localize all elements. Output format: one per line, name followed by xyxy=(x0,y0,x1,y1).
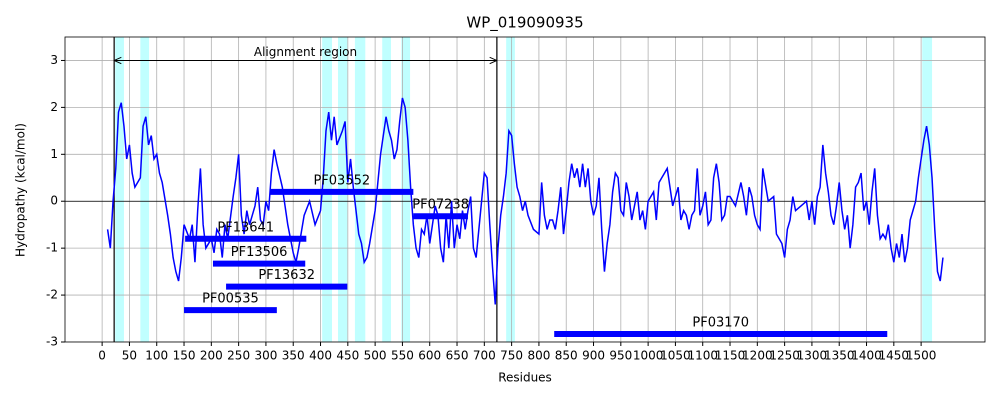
x-tick-label: 0 xyxy=(98,349,106,363)
x-tick-label: 850 xyxy=(555,349,578,363)
x-tick-label: 400 xyxy=(309,349,332,363)
x-tick-label: 900 xyxy=(582,349,605,363)
x-tick-label: 700 xyxy=(473,349,496,363)
alignment-label: Alignment region xyxy=(254,45,357,59)
axes-frame xyxy=(64,36,986,343)
x-tick-label: 1400 xyxy=(851,349,882,363)
hydropathy-line xyxy=(106,97,944,305)
y-axis-label: Hydropathy (kcal/mol) xyxy=(14,123,28,257)
domain-label: PF13632 xyxy=(258,268,315,283)
highlight-band xyxy=(115,37,124,342)
domain-label: PF03552 xyxy=(313,173,370,188)
x-tick-label: 200 xyxy=(200,349,223,363)
y-tick-label: -2 xyxy=(46,288,58,302)
domain-label: PF07238 xyxy=(412,198,469,213)
chart-title: WP_019090935 xyxy=(466,14,583,33)
x-tick-label: 550 xyxy=(391,349,414,363)
highlight-band xyxy=(506,37,515,342)
y-tick-label: 3 xyxy=(50,53,58,67)
y-tick-label: 2 xyxy=(50,100,58,114)
domain-label: PF13506 xyxy=(231,245,288,260)
x-tick-label: 350 xyxy=(282,349,305,363)
x-tick-label: 1500 xyxy=(906,349,937,363)
domain-label: PF00535 xyxy=(202,292,259,307)
y-tick-label: 1 xyxy=(50,147,58,161)
y-tick-label: -1 xyxy=(46,241,58,255)
x-tick-label: 150 xyxy=(173,349,196,363)
x-tick-label: 300 xyxy=(254,349,277,363)
x-tick-label: 1250 xyxy=(769,349,800,363)
x-tick-label: 950 xyxy=(609,349,632,363)
highlight-band xyxy=(140,37,150,342)
x-tick-label: 1100 xyxy=(687,349,718,363)
x-axis-label: Residues xyxy=(498,371,552,385)
domain-label: PF03170 xyxy=(692,316,749,331)
x-tick-label: 500 xyxy=(364,349,387,363)
y-tick-label: 0 xyxy=(50,194,58,208)
plot-area xyxy=(65,37,985,342)
x-tick-label: 1050 xyxy=(660,349,691,363)
x-tick-label: 450 xyxy=(336,349,359,363)
x-tick-label: 1300 xyxy=(797,349,828,363)
x-tick-label: 50 xyxy=(122,349,137,363)
x-tick-label: 100 xyxy=(145,349,168,363)
domain-label: PF13641 xyxy=(217,220,274,235)
x-tick-label: 1200 xyxy=(742,349,773,363)
x-tick-label: 1000 xyxy=(633,349,664,363)
x-tick-label: 800 xyxy=(527,349,550,363)
x-tick-label: 750 xyxy=(500,349,523,363)
highlight-band xyxy=(922,37,933,342)
x-tick-label: 650 xyxy=(446,349,469,363)
x-tick-label: 250 xyxy=(227,349,250,363)
x-tick-label: 1350 xyxy=(824,349,855,363)
x-tick-label: 1450 xyxy=(879,349,910,363)
x-tick-label: 1150 xyxy=(715,349,746,363)
x-tick-label: 600 xyxy=(418,349,441,363)
y-tick-label: -3 xyxy=(46,335,58,349)
